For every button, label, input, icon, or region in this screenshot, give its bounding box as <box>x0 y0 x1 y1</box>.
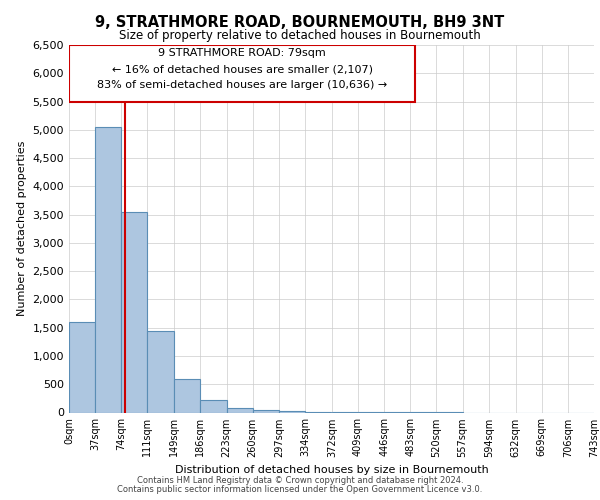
Text: 9 STRATHMORE ROAD: 79sqm: 9 STRATHMORE ROAD: 79sqm <box>158 48 326 58</box>
Text: 9, STRATHMORE ROAD, BOURNEMOUTH, BH9 3NT: 9, STRATHMORE ROAD, BOURNEMOUTH, BH9 3NT <box>95 15 505 30</box>
Bar <box>174 378 200 412</box>
Text: Size of property relative to detached houses in Bournemouth: Size of property relative to detached ho… <box>119 29 481 42</box>
Bar <box>253 410 279 412</box>
Y-axis label: Number of detached properties: Number of detached properties <box>17 141 27 316</box>
Bar <box>148 330 173 412</box>
Bar <box>95 127 121 412</box>
Bar <box>69 322 95 412</box>
Bar <box>200 400 227 412</box>
Text: ← 16% of detached houses are smaller (2,107): ← 16% of detached houses are smaller (2,… <box>112 64 373 74</box>
Bar <box>227 408 253 412</box>
Text: 83% of semi-detached houses are larger (10,636) →: 83% of semi-detached houses are larger (… <box>97 80 387 90</box>
X-axis label: Distribution of detached houses by size in Bournemouth: Distribution of detached houses by size … <box>175 465 488 475</box>
Text: Contains HM Land Registry data © Crown copyright and database right 2024.: Contains HM Land Registry data © Crown c… <box>137 476 463 485</box>
Bar <box>121 212 148 412</box>
FancyBboxPatch shape <box>69 45 415 102</box>
Text: Contains public sector information licensed under the Open Government Licence v3: Contains public sector information licen… <box>118 485 482 494</box>
